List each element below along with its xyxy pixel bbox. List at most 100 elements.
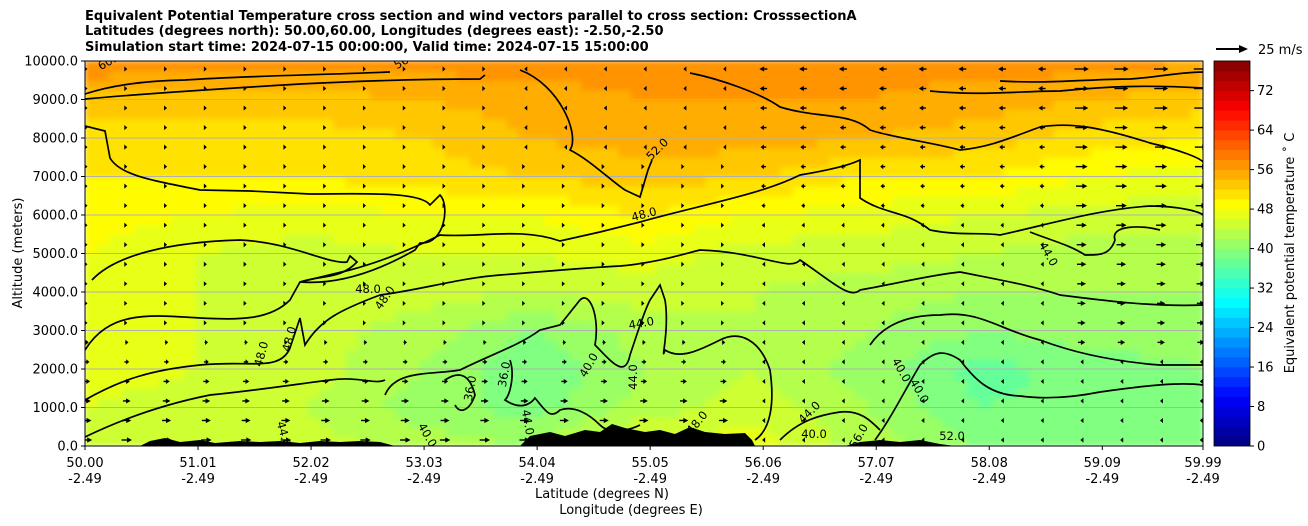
theta-e-cell [718, 426, 732, 437]
theta-e-cell [482, 320, 496, 331]
theta-e-cell [879, 214, 893, 226]
theta-e-cell [221, 435, 235, 446]
theta-e-cell [568, 320, 583, 331]
theta-e-cell [581, 349, 595, 360]
theta-e-cell [916, 70, 931, 81]
theta-e-cell [618, 339, 633, 351]
theta-e-cell [1065, 301, 1080, 312]
theta-e-cell [395, 387, 409, 399]
theta-e-cell [1115, 272, 1129, 283]
theta-e-cell [556, 426, 570, 437]
theta-e-cell [395, 272, 409, 283]
theta-e-cell [755, 320, 769, 331]
wind-vector-head [603, 378, 608, 385]
theta-e-cell [270, 339, 285, 351]
theta-e-cell [780, 330, 794, 341]
theta-e-cell [1053, 214, 1067, 226]
theta-e-cell [519, 291, 533, 303]
wind-vector-head [1040, 222, 1044, 228]
theta-e-cell [643, 147, 657, 158]
wind-vector-head [564, 437, 570, 443]
wind-vector-head [683, 398, 688, 404]
theta-e-cell [345, 89, 359, 100]
theta-e-cell [804, 291, 819, 303]
theta-e-cell [544, 310, 558, 322]
wind-vector-head [601, 281, 605, 287]
theta-e-cell [929, 118, 943, 129]
theta-e-cell [742, 147, 757, 158]
theta-e-cell [159, 61, 173, 72]
theta-e-cell [295, 224, 310, 235]
theta-e-cell [668, 387, 682, 399]
theta-e-cell [1127, 291, 1142, 303]
theta-e-cell [258, 358, 272, 370]
theta-e-cell [482, 99, 496, 110]
theta-e-cell [320, 320, 334, 331]
theta-e-cell [991, 358, 1005, 370]
theta-e-cell [245, 108, 260, 120]
theta-e-cell [332, 214, 347, 226]
theta-e-cell [345, 426, 359, 437]
theta-e-cell [171, 435, 185, 446]
theta-e-cell [1090, 272, 1105, 283]
wind-vector-head [362, 222, 366, 228]
theta-e-contour [503, 359, 641, 432]
theta-e-cell [568, 243, 583, 254]
theta-e-cell [718, 147, 732, 158]
x-tick-label-lat: 56.06 [745, 456, 782, 471]
wind-vector-head [921, 437, 925, 443]
theta-e-cell [854, 166, 869, 177]
theta-e-cell [96, 233, 111, 245]
theta-e-cell [916, 147, 931, 158]
theta-e-cell [233, 435, 247, 446]
wind-vector-head [603, 124, 607, 131]
theta-e-cell [432, 233, 446, 245]
wind-vectors [85, 66, 1203, 443]
theta-e-cell [432, 127, 446, 139]
theta-e-cell [1103, 291, 1117, 303]
theta-e-cell [482, 253, 496, 264]
theta-e-cell [618, 70, 633, 81]
theta-e-cell [556, 99, 570, 110]
theta-e-cell [506, 407, 521, 418]
theta-e-cell [829, 301, 844, 312]
wind-vector-head [1000, 339, 1004, 345]
theta-e-cell [171, 330, 185, 341]
theta-e-cell [842, 118, 856, 129]
theta-e-cell [96, 204, 111, 216]
theta-e-cell [606, 214, 620, 226]
theta-e-cell [730, 262, 744, 274]
theta-e-cell [332, 166, 347, 177]
theta-e-cell [245, 310, 260, 322]
theta-e-cell [1115, 281, 1129, 293]
theta-e-cell [270, 262, 285, 274]
theta-e-cell [991, 233, 1005, 245]
theta-e-cell [842, 291, 856, 303]
theta-e-cell [631, 166, 645, 177]
theta-e-cell [854, 378, 869, 389]
theta-e-cell [904, 233, 918, 245]
theta-e-cell [221, 166, 235, 177]
theta-e-cell [1165, 147, 1179, 158]
theta-e-cell [85, 435, 98, 446]
theta-e-cell [159, 214, 173, 226]
theta-e-cell [1053, 176, 1067, 187]
theta-e-cell [680, 320, 695, 331]
theta-e-cell [879, 339, 893, 351]
theta-e-cell [978, 407, 993, 418]
theta-e-cell [966, 426, 980, 437]
theta-e-cell [506, 435, 521, 446]
theta-e-cell [121, 156, 136, 168]
theta-e-cell [1165, 79, 1179, 91]
theta-e-cell [419, 426, 434, 437]
theta-e-cell [742, 224, 757, 235]
theta-e-cell [1078, 137, 1092, 149]
theta-e-cell [929, 310, 943, 322]
theta-e-cell [134, 387, 148, 399]
theta-e-cell [817, 320, 831, 331]
theta-e-cell [320, 301, 334, 312]
theta-e-cell [121, 108, 136, 120]
theta-e-cell [668, 147, 682, 158]
wind-vector-head [1120, 281, 1126, 287]
